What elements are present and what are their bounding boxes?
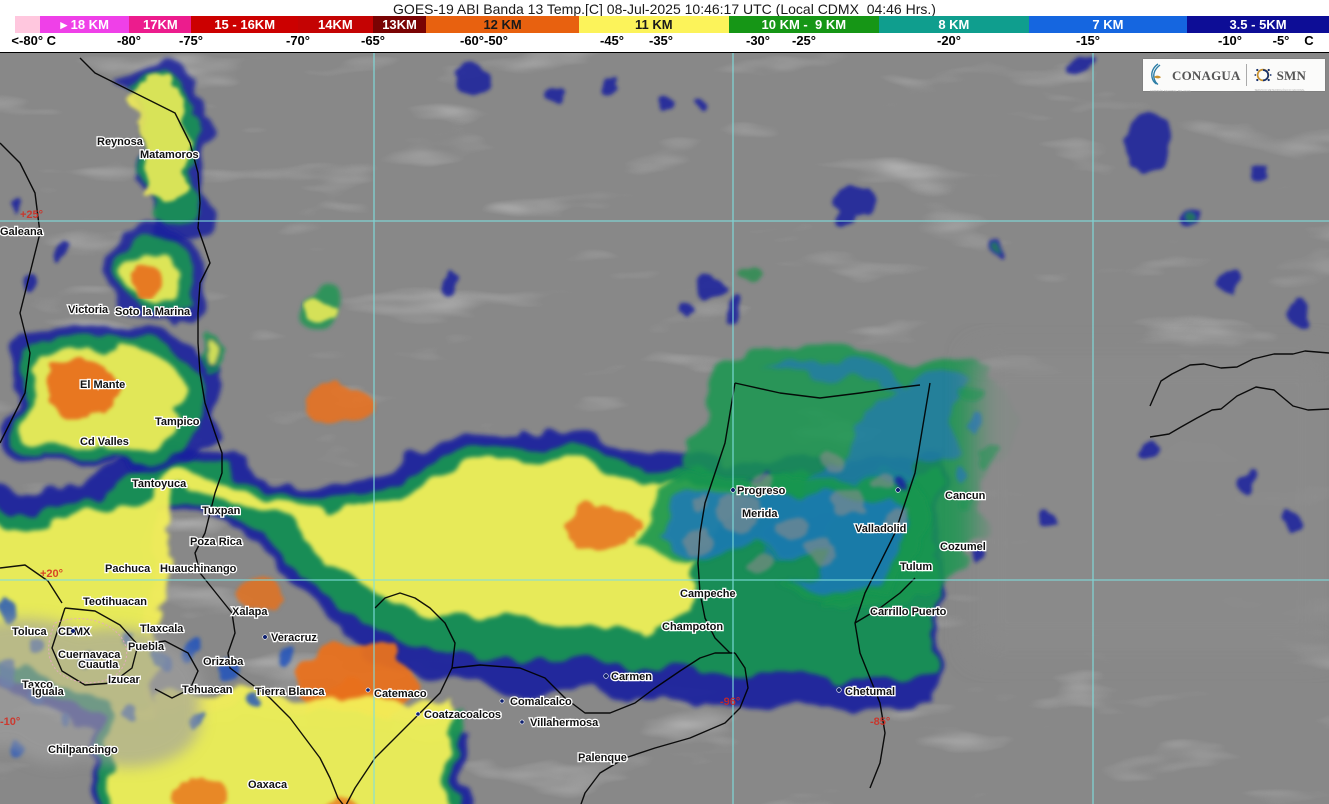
- svg-text:Catemaco: Catemaco: [374, 688, 427, 700]
- svg-text:-96°: -96°: [720, 696, 740, 708]
- svg-text:Campeche: Campeche: [680, 588, 736, 600]
- svg-text:Tantoyuca: Tantoyuca: [132, 478, 187, 490]
- svg-text:Merida: Merida: [742, 508, 778, 520]
- svg-text:Tuxpan: Tuxpan: [202, 505, 241, 517]
- svg-text:Tierra Blanca: Tierra Blanca: [255, 686, 325, 698]
- svg-text:Galeana: Galeana: [0, 226, 44, 238]
- svg-text:Matamoros: Matamoros: [140, 149, 199, 161]
- svg-text:Comalcalco: Comalcalco: [510, 696, 572, 708]
- svg-text:Victoria: Victoria: [68, 304, 109, 316]
- svg-text:Valladolid: Valladolid: [855, 523, 906, 535]
- svg-text:Palenque: Palenque: [578, 752, 627, 764]
- svg-text:Orizaba: Orizaba: [203, 656, 244, 668]
- svg-text:Progreso: Progreso: [737, 485, 786, 497]
- svg-text:Soto la Marina: Soto la Marina: [115, 306, 191, 318]
- svg-text:Coatzacoalcos: Coatzacoalcos: [424, 709, 501, 721]
- svg-text:Cancun: Cancun: [945, 490, 986, 502]
- svg-text:Tehuacan: Tehuacan: [182, 684, 233, 696]
- svg-text:-85°: -85°: [870, 716, 890, 728]
- svg-text:Xalapa: Xalapa: [232, 606, 268, 618]
- svg-text:Oaxaca: Oaxaca: [248, 779, 288, 791]
- svg-text:Carrillo Puerto: Carrillo Puerto: [870, 606, 947, 618]
- svg-text:-10°: -10°: [0, 716, 20, 728]
- svg-text:Chilpancingo: Chilpancingo: [48, 744, 118, 756]
- svg-text:Toluca: Toluca: [12, 626, 48, 638]
- svg-text:Veracruz: Veracruz: [271, 632, 317, 644]
- svg-text:Champoton: Champoton: [662, 621, 723, 633]
- svg-text:Iguala: Iguala: [32, 686, 65, 698]
- svg-text:Cd Valles: Cd Valles: [80, 436, 129, 448]
- svg-text:Reynosa: Reynosa: [97, 136, 144, 148]
- svg-text:Tulum: Tulum: [900, 561, 932, 573]
- svg-text:Cuautla: Cuautla: [78, 659, 119, 671]
- svg-text:Villahermosa: Villahermosa: [530, 717, 599, 729]
- svg-text:Izucar: Izucar: [108, 674, 141, 686]
- svg-text:Tampico: Tampico: [155, 416, 200, 428]
- svg-text:Pachuca: Pachuca: [105, 563, 151, 575]
- svg-text:Poza Rica: Poza Rica: [190, 536, 243, 548]
- svg-text:Huauchinango: Huauchinango: [160, 563, 237, 575]
- svg-text:Chetumal: Chetumal: [845, 686, 895, 698]
- svg-text:Carmen: Carmen: [611, 671, 652, 683]
- svg-text:+20°: +20°: [40, 568, 63, 580]
- svg-text:Cozumel: Cozumel: [940, 541, 986, 553]
- svg-text:Tlaxcala: Tlaxcala: [140, 623, 184, 635]
- svg-text:Teotihuacan: Teotihuacan: [83, 596, 147, 608]
- svg-text:El Mante: El Mante: [80, 379, 125, 391]
- svg-text:+25°: +25°: [20, 209, 43, 221]
- svg-text:Puebla: Puebla: [128, 641, 165, 653]
